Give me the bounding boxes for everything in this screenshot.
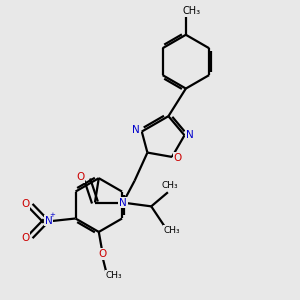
- Text: CH₃: CH₃: [182, 6, 200, 16]
- Text: CH₃: CH₃: [164, 226, 180, 235]
- Text: N: N: [186, 130, 194, 140]
- Text: N: N: [132, 125, 140, 135]
- Text: N: N: [45, 215, 52, 226]
- Text: O: O: [21, 200, 29, 209]
- Text: O: O: [173, 153, 182, 163]
- Text: O: O: [98, 249, 107, 259]
- Text: N: N: [119, 197, 127, 208]
- Text: CH₃: CH₃: [105, 271, 122, 280]
- Text: O: O: [76, 172, 84, 182]
- Text: CH₃: CH₃: [162, 182, 178, 190]
- Text: O: O: [21, 233, 29, 243]
- Text: +: +: [50, 212, 56, 218]
